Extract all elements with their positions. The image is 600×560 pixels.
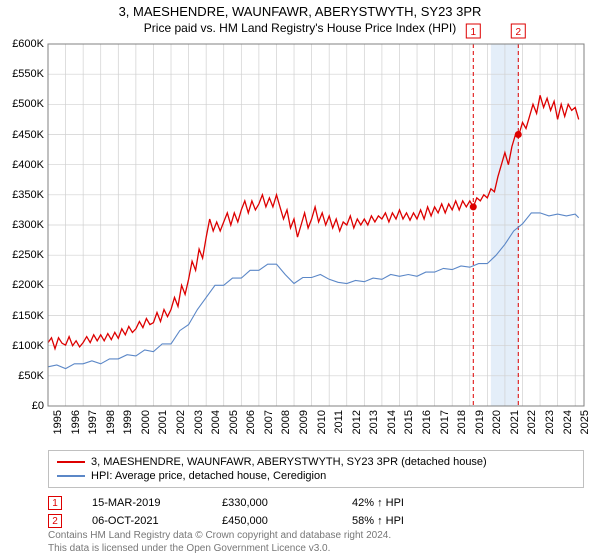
x-tick-label: 2003 (193, 410, 205, 434)
x-tick-label: 2021 (509, 410, 521, 434)
sale-date: 15-MAR-2019 (92, 497, 192, 509)
sale-badge: 2 (48, 514, 62, 528)
attribution-footer: Contains HM Land Registry data © Crown c… (48, 530, 584, 555)
x-tick-label: 2019 (474, 410, 486, 434)
y-tick-label: £200K (0, 279, 44, 291)
x-tick-label: 2014 (386, 410, 398, 434)
x-tick-label: 1999 (122, 410, 134, 434)
x-tick-label: 2017 (439, 410, 451, 434)
x-tick-label: 2015 (403, 410, 415, 434)
sale-row: 1 15-MAR-2019 £330,000 42% ↑ HPI (48, 494, 584, 512)
y-tick-label: £500K (0, 98, 44, 110)
x-tick-label: 2004 (210, 410, 222, 434)
x-tick-label: 2008 (280, 410, 292, 434)
y-tick-label: £550K (0, 68, 44, 80)
sale-delta: 58% ↑ HPI (352, 515, 452, 527)
x-tick-label: 2002 (175, 410, 187, 434)
x-tick-label: 2020 (491, 410, 503, 434)
x-tick-label: 2007 (263, 410, 275, 434)
y-tick-label: £150K (0, 310, 44, 322)
x-tick-label: 2000 (140, 410, 152, 434)
x-tick-label: 2006 (245, 410, 257, 434)
y-tick-label: £450K (0, 129, 44, 141)
svg-text:1: 1 (471, 27, 477, 38)
x-tick-label: 1998 (105, 410, 117, 434)
x-tick-label: 2005 (228, 410, 240, 434)
plot-area: 12 £0£50K£100K£150K£200K£250K£300K£350K£… (48, 44, 584, 406)
x-tick-label: 2024 (562, 410, 574, 434)
y-tick-label: £100K (0, 340, 44, 352)
legend-label: 3, MAESHENDRE, WAUNFAWR, ABERYSTWYTH, SY… (91, 456, 487, 468)
x-tick-label: 2012 (351, 410, 363, 434)
y-tick-label: £400K (0, 159, 44, 171)
x-tick-label: 2023 (544, 410, 556, 434)
footer-line: This data is licensed under the Open Gov… (48, 543, 584, 556)
y-tick-label: £600K (0, 38, 44, 50)
legend-label: HPI: Average price, detached house, Cere… (91, 470, 326, 482)
sale-price: £450,000 (222, 515, 322, 527)
x-tick-label: 1995 (52, 410, 64, 434)
plot-svg: 12 (48, 44, 584, 406)
x-tick-label: 2009 (298, 410, 310, 434)
sale-delta: 42% ↑ HPI (352, 497, 452, 509)
sale-date: 06-OCT-2021 (92, 515, 192, 527)
chart-title: 3, MAESHENDRE, WAUNFAWR, ABERYSTWYTH, SY… (0, 0, 600, 19)
x-tick-label: 2013 (368, 410, 380, 434)
y-tick-label: £350K (0, 189, 44, 201)
x-tick-label: 2010 (316, 410, 328, 434)
y-tick-label: £0 (0, 400, 44, 412)
sales-table: 1 15-MAR-2019 £330,000 42% ↑ HPI 2 06-OC… (48, 494, 584, 530)
legend-item: HPI: Average price, detached house, Cere… (57, 469, 575, 483)
legend: 3, MAESHENDRE, WAUNFAWR, ABERYSTWYTH, SY… (48, 450, 584, 488)
x-tick-label: 1997 (87, 410, 99, 434)
svg-text:2: 2 (515, 27, 521, 38)
legend-swatch (57, 461, 85, 463)
legend-item: 3, MAESHENDRE, WAUNFAWR, ABERYSTWYTH, SY… (57, 455, 575, 469)
x-tick-label: 2001 (157, 410, 169, 434)
chart-subtitle: Price paid vs. HM Land Registry's House … (0, 19, 600, 39)
x-tick-label: 1996 (70, 410, 82, 434)
legend-swatch (57, 475, 85, 477)
x-tick-label: 2018 (456, 410, 468, 434)
x-tick-label: 2022 (526, 410, 538, 434)
y-tick-label: £250K (0, 249, 44, 261)
x-tick-label: 2011 (333, 410, 345, 434)
sale-price: £330,000 (222, 497, 322, 509)
sale-badge: 1 (48, 496, 62, 510)
y-tick-label: £50K (0, 370, 44, 382)
x-tick-label: 2016 (421, 410, 433, 434)
x-tick-label: 2025 (579, 410, 591, 434)
footer-line: Contains HM Land Registry data © Crown c… (48, 530, 584, 543)
sale-row: 2 06-OCT-2021 £450,000 58% ↑ HPI (48, 512, 584, 530)
y-tick-label: £300K (0, 219, 44, 231)
